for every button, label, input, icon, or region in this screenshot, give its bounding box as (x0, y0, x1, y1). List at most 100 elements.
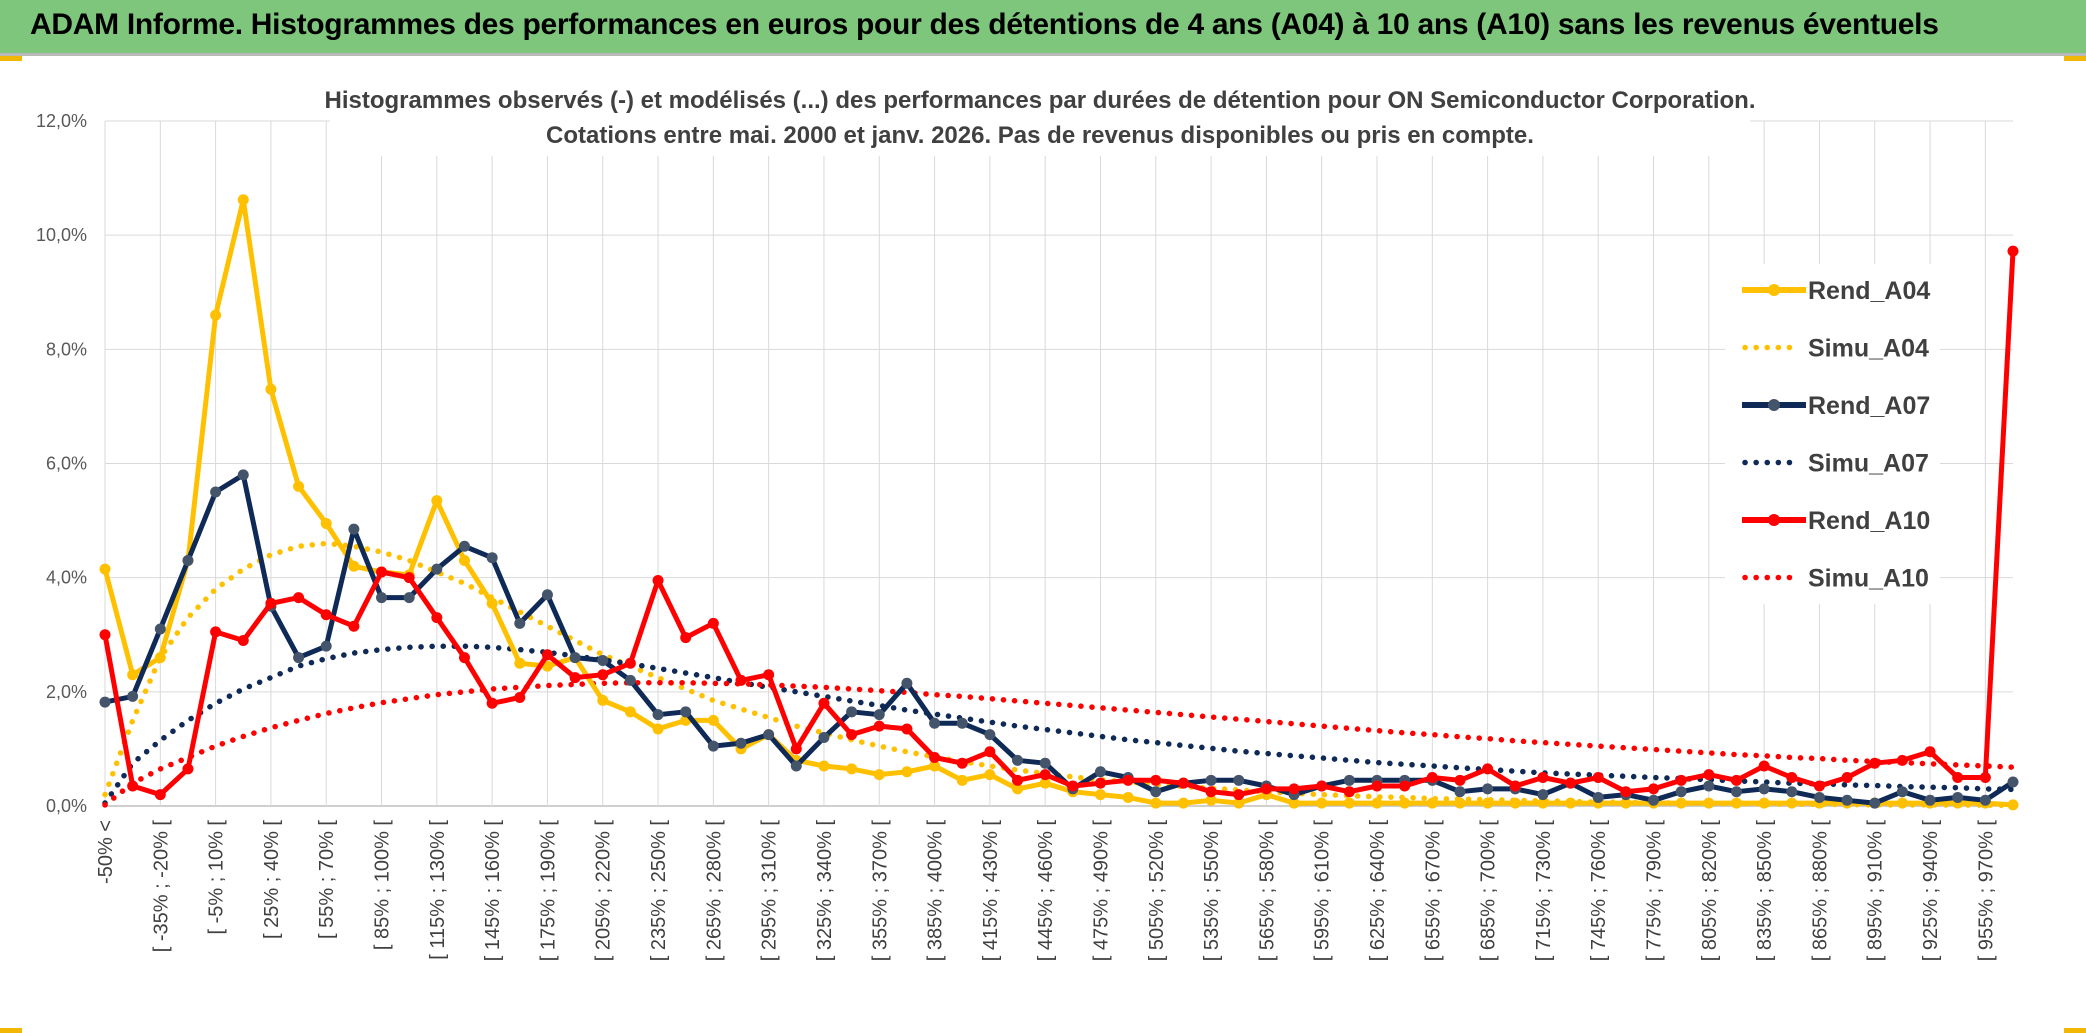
data-point (1343, 786, 1355, 798)
x-tick-label: [ 535% ; 550% [ (1201, 820, 1223, 962)
data-point (1482, 783, 1494, 795)
data-point (1786, 786, 1798, 798)
data-point (127, 690, 139, 702)
data-point (320, 640, 332, 652)
data-point (984, 769, 996, 781)
x-tick-label: [ 865% ; 880% [ (1809, 820, 1831, 962)
data-point (1841, 771, 1853, 783)
data-point (652, 709, 664, 721)
y-tick-label: 10,0% (36, 225, 87, 245)
data-point (929, 760, 941, 772)
page-title: ADAM Informe. Histogrammes des performan… (30, 8, 1939, 41)
legend-label: Rend_A07 (1808, 392, 1930, 420)
data-point (514, 692, 526, 704)
data-point (1426, 797, 1438, 809)
data-point (929, 751, 941, 763)
data-point (541, 649, 553, 661)
x-tick-label: [ 805% ; 820% [ (1699, 820, 1721, 962)
data-point (707, 617, 719, 629)
data-point (1620, 797, 1632, 809)
y-tick-label: 4,0% (46, 568, 87, 588)
data-point (99, 696, 111, 708)
data-point (1316, 780, 1328, 792)
frame-corner-top-left (0, 56, 22, 61)
legend-item-rend-a04: Rend_A04 (1742, 277, 1930, 305)
legend-marker (1768, 399, 1780, 411)
x-tick-label: [ 265% ; 280% [ (703, 820, 725, 962)
data-point (597, 694, 609, 706)
data-point (1786, 771, 1798, 783)
data-point (210, 626, 222, 638)
x-tick-label: [ 55% ; 70% [ (316, 820, 338, 939)
data-point (431, 612, 443, 624)
data-point (1371, 797, 1383, 809)
data-point (1952, 791, 1964, 803)
data-point (956, 717, 968, 729)
data-point (818, 697, 830, 709)
data-point (1288, 783, 1300, 795)
data-point (237, 469, 249, 481)
data-point (127, 669, 139, 681)
chart-frame: Histogrammes observés (-) et modélisés (… (0, 56, 2086, 1033)
data-point (1399, 797, 1411, 809)
data-point (541, 589, 553, 601)
legend-label: Rend_A04 (1808, 277, 1930, 305)
data-point (1952, 771, 1964, 783)
data-point (846, 706, 858, 718)
histogram-chart: Histogrammes observés (-) et modélisés (… (36, 80, 2019, 962)
legend-item-simu-a10: Simu_A10 (1742, 565, 1929, 593)
legend-label: Rend_A10 (1808, 507, 1930, 535)
x-tick-label: [ 955% ; 970% [ (1975, 820, 1997, 962)
data-point (1122, 791, 1134, 803)
data-point (1012, 774, 1024, 786)
data-point (99, 629, 111, 641)
x-tick-label: [ 415% ; 430% [ (980, 820, 1002, 962)
data-point (569, 672, 581, 684)
data-point (1094, 789, 1106, 801)
data-point (2007, 799, 2019, 811)
frame-corner-bottom-right (2064, 1028, 2086, 1033)
data-point (154, 789, 166, 801)
title-banner: ADAM Informe. Histogrammes des performan… (0, 0, 2086, 56)
legend-item-simu-a04: Simu_A04 (1742, 335, 1929, 363)
data-point (1343, 797, 1355, 809)
data-point (984, 729, 996, 741)
data-point (1039, 769, 1051, 781)
data-point (1233, 774, 1245, 786)
data-point (99, 563, 111, 575)
data-point (1094, 777, 1106, 789)
data-point (127, 780, 139, 792)
data-point (1979, 794, 1991, 806)
data-point (624, 674, 636, 686)
data-point (569, 652, 581, 664)
x-tick-label: [ 475% ; 490% [ (1090, 820, 1112, 962)
data-point (1454, 774, 1466, 786)
x-tick-label: [ 235% ; 250% [ (648, 820, 670, 962)
data-point (984, 746, 996, 758)
data-point (154, 652, 166, 664)
x-tick-label: [ 25% ; 40% [ (261, 820, 283, 939)
series-line (102, 250, 2016, 798)
data-point (320, 609, 332, 621)
data-point (624, 706, 636, 718)
data-point (873, 769, 885, 781)
data-point (1316, 797, 1328, 809)
data-point (237, 634, 249, 646)
data-point (182, 763, 194, 775)
data-point (1730, 786, 1742, 798)
x-tick-label: -50% < (95, 820, 117, 884)
data-point (154, 623, 166, 635)
data-point (1786, 797, 1798, 809)
legend-item-rend-a10: Rend_A10 (1742, 507, 1930, 535)
data-point (1730, 774, 1742, 786)
data-point (846, 729, 858, 741)
data-point (1288, 797, 1300, 809)
data-point (265, 383, 277, 395)
data-point (624, 657, 636, 669)
data-point (1537, 771, 1549, 783)
x-tick-label: [ 145% ; 160% [ (482, 820, 504, 962)
data-point (1675, 786, 1687, 798)
frame-corner-top-right (2064, 56, 2086, 61)
data-point (1758, 783, 1770, 795)
data-point (1592, 791, 1604, 803)
